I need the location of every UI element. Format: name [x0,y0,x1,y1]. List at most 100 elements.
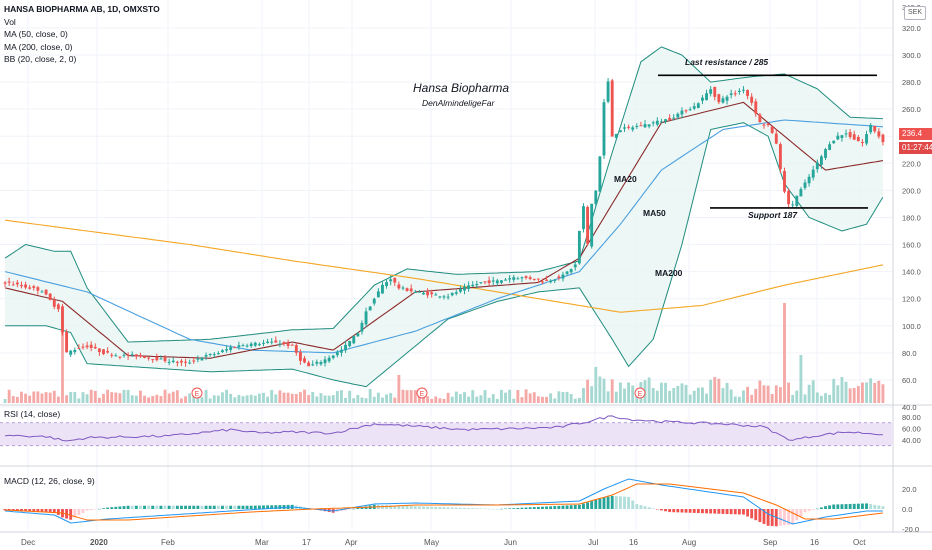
macd-histogram-bar [405,505,409,509]
candle-body [257,344,261,346]
volume-bar [450,396,454,403]
volume-bar [573,398,577,403]
volume-bar [623,388,626,403]
volume-bar [262,392,265,403]
candle-body [586,207,590,244]
candle-body [368,306,372,311]
legend-ma50[interactable]: MA (50, close, 0) [4,29,68,39]
macd-histogram-bar [598,498,602,509]
legend-vol[interactable]: Vol [4,16,16,27]
volume-bar [340,390,343,403]
macd-histogram-bar [717,509,721,514]
candle-body [569,269,573,273]
currency-button[interactable]: SEK [904,6,926,20]
y-tick-label: 160.0 [902,241,921,250]
candle-body [844,133,848,135]
volume-bar [844,381,848,403]
earnings-marker-icon [416,387,428,399]
volume-bar [454,391,458,403]
candle-body [52,299,56,307]
macd-histogram-bar [114,506,118,509]
candle-body [725,96,729,101]
macd-histogram-bar [20,509,23,512]
legend-bb[interactable]: BB (20, close, 2, 0) [4,54,77,64]
volume-bar [397,375,401,403]
macd-histogram-bar [89,509,93,511]
candle-body [262,342,265,344]
macd-histogram-bar [106,507,110,509]
volume-bar [348,390,352,403]
candle-body [376,291,380,298]
candle-body [508,278,512,280]
candle-body [167,361,171,363]
macd-histogram-bar [742,509,745,515]
macd-histogram-bar [471,508,475,509]
rsi-label[interactable]: RSI (14, close) [4,409,61,419]
volume-bar [528,393,532,403]
candle-body [463,286,466,291]
candle-body [819,156,823,165]
annotations: Hansa Biopharma DenAlmindeligeFar Last res… [191,57,877,399]
macd-histogram-bar [229,505,233,509]
volume-bar [569,394,573,403]
volume-bar [746,386,750,403]
y-tick-label: 60.0 [902,376,917,385]
volume-bar [249,394,253,403]
y-tick-label: 100.0 [902,322,921,331]
macd-histogram-bar [409,506,413,509]
macd-histogram-bar [192,505,196,509]
candle-body [282,342,286,344]
macd-histogram-bar [696,509,700,514]
macd-histogram-bar [147,505,151,509]
macd-histogram-bar [249,505,253,509]
candle-body [454,292,458,294]
macd-histogram-bar [758,509,762,523]
macd-histogram-bar [803,509,807,513]
rsi-pane [0,415,893,447]
macd-histogram-bar [541,506,544,509]
candle-body [335,352,339,356]
volume-bar [516,389,520,403]
candle-body [93,346,97,349]
candle-body [701,97,704,101]
volume-bar [331,395,335,403]
candle-body [795,195,799,206]
legend-ma200[interactable]: MA (200, close, 0) [4,41,73,52]
candle-body [631,127,635,130]
x-tick-label: Feb [161,538,175,547]
candle-body [803,182,807,188]
candle-body [713,87,717,97]
x-tick-label: Mar [255,538,269,547]
macd-histogram-bar [352,508,356,510]
y-tick-label: 180.0 [902,213,921,222]
macd-histogram-bar [582,503,585,509]
macd-histogram-bar [122,506,126,509]
candle-body [520,277,524,279]
macd-label[interactable]: MACD (12, 26, close, 9) [4,476,95,486]
macd-histogram-bar [216,505,220,509]
macd-histogram-bar [348,509,352,510]
macd-histogram-bar [102,508,105,509]
volume-bar [487,397,491,403]
macd-histogram-bar [69,509,73,520]
chart-subtitle: DenAlmindeligeFar [422,98,495,108]
candle-body [360,322,364,332]
macd-histogram-bar [536,506,540,509]
candle-body [3,282,7,284]
candle-body [852,134,856,140]
macd-histogram-bar [97,508,101,510]
volume-bar [491,394,495,403]
candle-body [151,359,155,361]
legend-symbol[interactable]: HANSA BIOPHARMA AB, 1D, OMXSTO [4,4,160,14]
volume-bar [225,389,229,403]
candle-body [434,294,438,296]
volume-bar [426,396,430,403]
rsi-tick-label: 40.00 [902,436,921,445]
volume-bar [577,397,581,403]
macd-histogram-bar [639,505,643,509]
macd-histogram-bar [861,503,864,509]
candle-body [122,354,126,356]
ma20-line [4,101,883,359]
candle-body [106,351,110,353]
